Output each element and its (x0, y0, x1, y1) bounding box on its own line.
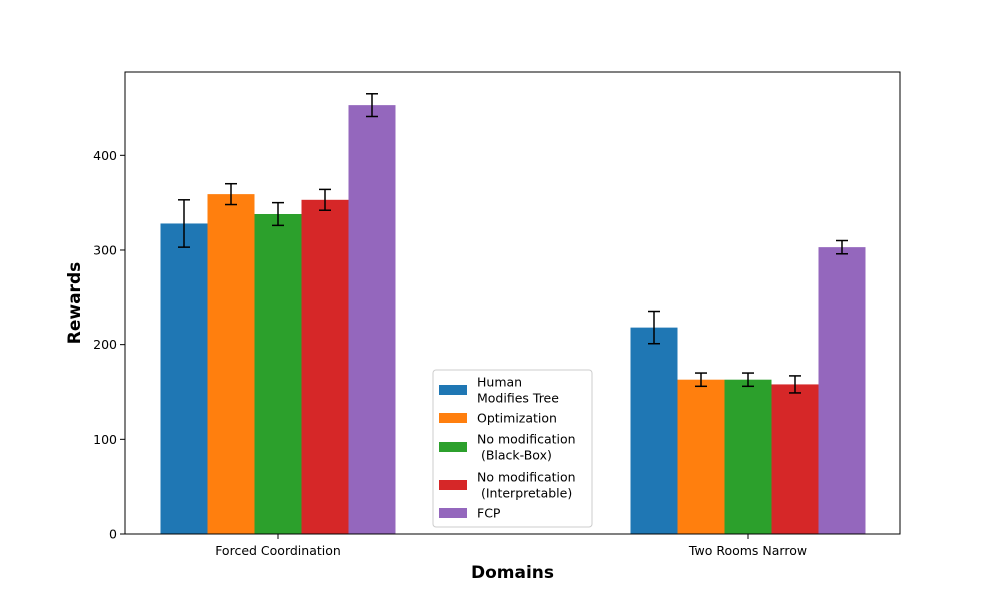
bar (254, 214, 302, 535)
x-axis: Forced Coordination Two Rooms Narrow (215, 534, 807, 558)
y-tick-label: 200 (93, 337, 117, 352)
error-bar (648, 310, 660, 345)
error-bar (366, 93, 378, 118)
error-bar (789, 375, 801, 394)
error-bar (836, 239, 848, 255)
legend-frame (432, 369, 593, 528)
legend-label: No modification (Interpretable) (477, 470, 576, 501)
legend-label: No modification (Black-Box) (477, 432, 576, 463)
plot-frame (124, 71, 901, 535)
bar (630, 327, 678, 534)
error-bar (178, 199, 190, 248)
x-axis-title: Domains (471, 563, 554, 583)
legend-item: Optimization (439, 411, 557, 426)
y-axis: 0 100 200 300 400 (93, 148, 125, 542)
legend-swatch (439, 413, 467, 423)
y-axis-title: Rewards (65, 262, 85, 344)
legend-item: FCP (439, 506, 501, 521)
bars-layer (160, 105, 866, 535)
legend-label: Optimization (477, 411, 557, 426)
error-bar (272, 201, 284, 227)
legend-swatch (439, 442, 467, 452)
y-tick-label: 300 (93, 242, 117, 257)
x-tick-label: Forced Coordination (215, 543, 341, 558)
error-bar (319, 188, 331, 211)
legend-swatch (439, 385, 467, 395)
legend-swatch (439, 508, 467, 518)
legend-label: FCP (477, 506, 501, 521)
error-bar (225, 182, 237, 206)
legend-item: No modification (Interpretable) (439, 470, 576, 501)
bar (207, 194, 255, 534)
error-bar (742, 372, 754, 388)
bar (724, 379, 772, 534)
bar (677, 379, 725, 534)
x-tick-label: Two Rooms Narrow (688, 543, 807, 558)
y-tick-label: 400 (93, 148, 117, 163)
legend: Human Modifies Tree Optimization No modific… (432, 369, 593, 528)
legend-swatch (439, 480, 467, 490)
legend-item: Human Modifies Tree (439, 375, 559, 406)
error-bar (695, 372, 707, 388)
bar (348, 105, 396, 534)
error-bars-layer (178, 93, 848, 394)
legend-label: Human Modifies Tree (477, 375, 559, 406)
y-tick-label: 0 (109, 527, 117, 542)
legend-item: No modification (Black-Box) (439, 432, 576, 463)
bar (818, 247, 866, 535)
y-tick-label: 100 (93, 432, 117, 447)
bar (160, 223, 208, 534)
bar (301, 199, 349, 534)
bar (771, 384, 819, 534)
